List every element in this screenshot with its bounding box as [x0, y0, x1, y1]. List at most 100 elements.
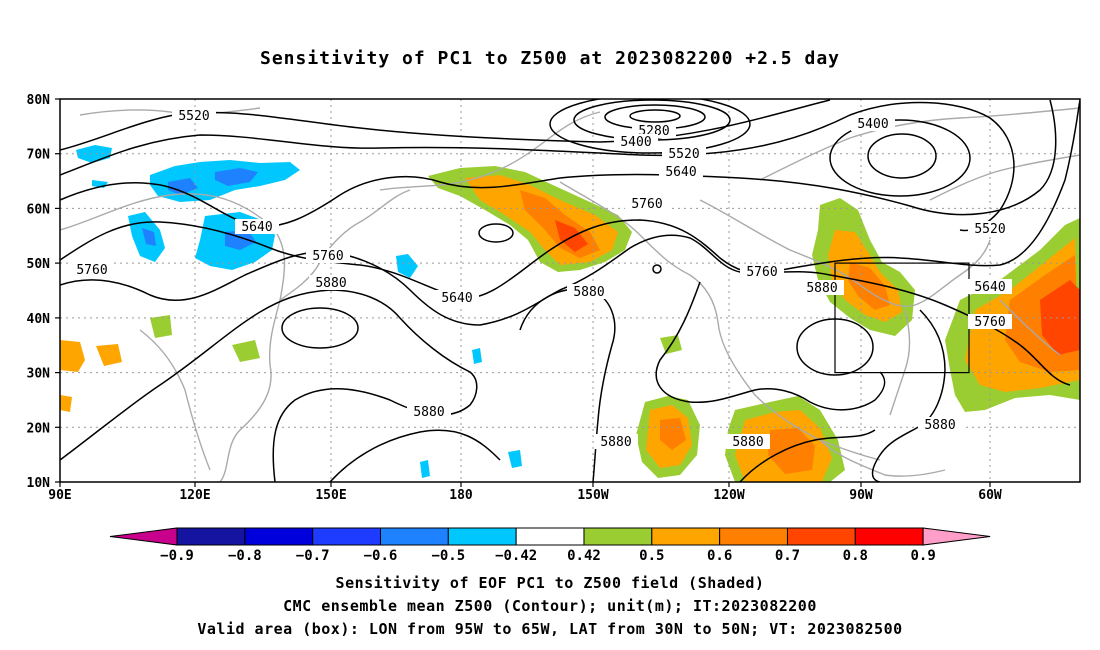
svg-text:5760: 5760: [974, 315, 1005, 330]
contour-label: 5400: [851, 116, 895, 132]
colorbar-box: [651, 527, 721, 546]
lon-label: 90E: [48, 488, 71, 503]
contour-label: 5880: [726, 434, 770, 450]
contour-label: 5760: [740, 264, 784, 280]
colorbar-label: 0.42: [567, 548, 601, 564]
contour-label: 5640: [235, 219, 279, 235]
contour-label: 5880: [924, 418, 955, 433]
contour-label: 5880: [309, 275, 353, 291]
contour-label: 5640: [968, 279, 1012, 295]
lon-label: 150W: [577, 488, 608, 503]
svg-text:5760: 5760: [312, 249, 343, 264]
coastlines: [60, 107, 1080, 482]
svg-text:5640: 5640: [665, 165, 696, 180]
colorbar-box: [854, 527, 924, 546]
colorbar-label: 0.7: [775, 548, 800, 564]
contour-label: 5520: [968, 221, 1012, 237]
contour-label: 5400: [614, 134, 658, 150]
svg-text:5880: 5880: [573, 285, 604, 300]
caption-line-3: Valid area (box): LON from 95W to 65W, L…: [197, 620, 903, 638]
lon-label: 90W: [849, 488, 873, 503]
colorbar-label: 0.9: [910, 548, 935, 564]
contour-label: 5520: [172, 108, 216, 124]
svg-text:5520: 5520: [974, 222, 1005, 237]
colorbar-label: −0.7: [296, 548, 330, 564]
lat-label: 30N: [27, 367, 51, 382]
colorbar-label: −0.5: [431, 548, 465, 564]
colorbar-box: [176, 527, 246, 546]
colorbar-box: [515, 527, 585, 546]
lat-label: 60N: [27, 202, 51, 217]
contour-label: 5880: [800, 280, 844, 296]
svg-text:5760: 5760: [76, 263, 107, 278]
contour-label: 5880: [407, 404, 451, 420]
colorbar-box: [583, 527, 653, 546]
svg-text:5520: 5520: [178, 109, 209, 124]
lon-label: 120W: [713, 488, 744, 503]
colorbar-left-triangle: [109, 527, 178, 546]
colorbar-label: −0.9: [160, 548, 194, 564]
svg-text:5760: 5760: [746, 265, 777, 280]
lon-label: 60W: [978, 488, 1002, 503]
contour-label: 5880: [567, 284, 611, 300]
colorbar-label: 0.6: [707, 548, 732, 564]
svg-text:5880: 5880: [732, 435, 763, 450]
svg-text:5400: 5400: [620, 135, 651, 150]
svg-text:5880: 5880: [413, 405, 444, 420]
longitude-labels: 90E 120E 150E 180 150W 120W 90W 60W: [48, 488, 1002, 503]
caption-line-1: Sensitivity of EOF PC1 to Z500 field (Sh…: [335, 574, 765, 592]
colorbar-box: [447, 527, 517, 546]
colorbar: −0.9 −0.8 −0.7 −0.6 −0.5 −0.42 0.42 0.5 0.6 0.7 0.…: [109, 527, 991, 564]
lat-label: 10N: [27, 476, 51, 491]
lat-label: 20N: [27, 421, 51, 436]
contour-label: 5640: [435, 290, 479, 306]
plot-frame: [59, 98, 1081, 483]
colorbar-labels: −0.9 −0.8 −0.7 −0.6 −0.5 −0.42 0.42 0.5 0.6 0.7 0.…: [160, 548, 936, 564]
lat-label: 50N: [27, 257, 51, 272]
lat-label: 40N: [27, 312, 51, 327]
contour-label: 5760: [625, 196, 669, 212]
tick-marks: [55, 98, 991, 487]
svg-text:5880: 5880: [315, 276, 346, 291]
contour-labels: 5280 5400 5400 5520 5520 5520 5640 5640 …: [70, 108, 1012, 450]
svg-text:5880: 5880: [806, 281, 837, 296]
colorbar-label: −0.8: [228, 548, 262, 564]
lat-label: 70N: [27, 148, 51, 163]
contour-label: 5760: [968, 314, 1012, 330]
svg-text:5880: 5880: [600, 435, 631, 450]
contour-label: 5640: [659, 164, 703, 180]
colorbar-box: [719, 527, 788, 546]
colorbar-label: 0.8: [843, 548, 868, 564]
colorbar-box: [786, 527, 856, 546]
colorbar-label: −0.6: [364, 548, 398, 564]
colorbar-box: [379, 527, 449, 546]
lat-label: 80N: [27, 93, 51, 108]
graticule: [60, 99, 1080, 482]
contour-label: 5760: [70, 262, 114, 278]
caption-line-2: CMC ensemble mean Z500 (Contour); unit(m…: [283, 597, 817, 615]
svg-text:5760: 5760: [631, 197, 662, 212]
lon-label: 120E: [179, 488, 210, 503]
contour-label: 5760: [306, 248, 350, 264]
svg-text:5640: 5640: [241, 220, 272, 235]
latitude-labels: 80N 70N 60N 50N 40N 30N 20N 10N: [27, 93, 51, 491]
chart-title: Sensitivity of PC1 to Z500 at 2023082200…: [259, 48, 840, 69]
sensitivity-map: 80N 70N 60N 50N 40N 30N 20N 10N 90E 120E…: [27, 93, 1081, 503]
svg-text:5640: 5640: [441, 291, 472, 306]
contour-labels-extra: 5880: [918, 417, 962, 433]
svg-text:5400: 5400: [857, 117, 888, 132]
svg-text:5520: 5520: [668, 147, 699, 162]
colorbar-right-triangle: [922, 527, 991, 546]
contour-label: 5520: [662, 146, 706, 162]
contour-label: 5880: [594, 434, 638, 450]
colorbar-label: −0.42: [495, 548, 537, 564]
colorbar-boxes: [109, 527, 991, 546]
z500-contours: [60, 99, 1080, 482]
lon-label: 150E: [315, 488, 346, 503]
positive-sensitivity-shading: [60, 166, 1080, 482]
lon-label: 180: [449, 488, 473, 503]
colorbar-box: [244, 527, 314, 546]
svg-text:5640: 5640: [974, 280, 1005, 295]
colorbar-label: 0.5: [639, 548, 664, 564]
colorbar-box: [312, 527, 381, 546]
